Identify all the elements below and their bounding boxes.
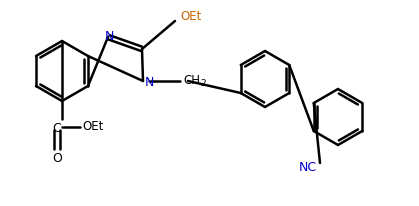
- Text: OEt: OEt: [82, 120, 103, 133]
- Text: CH: CH: [184, 74, 201, 87]
- Text: C: C: [53, 121, 61, 134]
- Text: N: N: [104, 29, 114, 42]
- Text: NC: NC: [299, 161, 317, 174]
- Text: O: O: [52, 151, 62, 164]
- Text: OEt: OEt: [180, 11, 202, 23]
- Text: 2: 2: [200, 79, 206, 88]
- Text: N: N: [144, 76, 154, 89]
